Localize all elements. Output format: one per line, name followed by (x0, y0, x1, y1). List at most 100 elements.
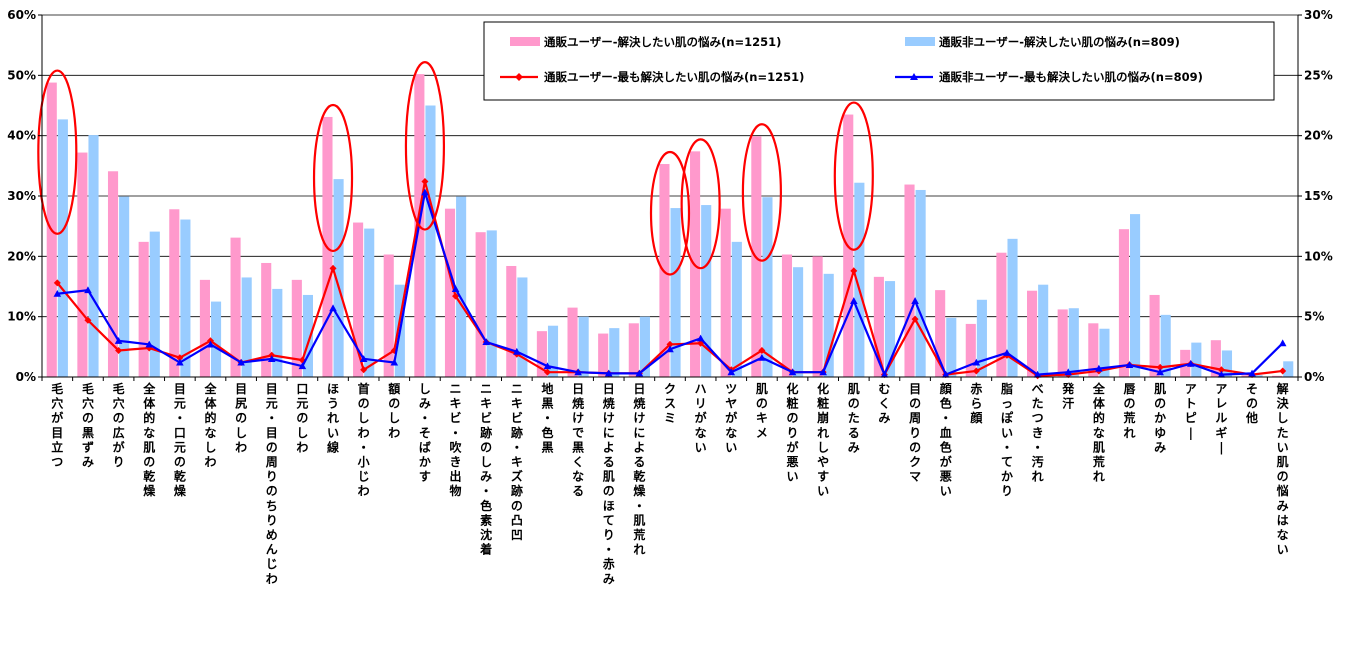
series-nonuser-top-point (1125, 361, 1134, 368)
legend-box (483, 21, 1275, 101)
bar-nonuser-all (119, 196, 130, 377)
lines (53, 178, 1287, 380)
category-label: 脂っぽい・てかり (1000, 381, 1014, 498)
bar-user-all (904, 184, 915, 377)
series-nonuser-top-point (482, 338, 490, 346)
y-right-tick-label: 10% (1304, 249, 1333, 263)
bar-user-all (261, 262, 272, 377)
legend-label: 通販ユーザー-最も解決したい肌の悩み(n=1251) (544, 70, 804, 84)
category-label: むくみ (878, 382, 890, 425)
highlight-circle (312, 103, 354, 253)
y-right-tick-label: 30% (1304, 8, 1333, 22)
bar-nonuser-all (302, 294, 313, 377)
series-nonuser-top-point (666, 345, 674, 353)
bar-nonuser-all (425, 105, 436, 377)
bar-nonuser-all (1191, 342, 1202, 377)
bar-user-all (230, 237, 241, 377)
category-label: 首のしわ・小じわ (358, 381, 370, 498)
bar-user-all (353, 222, 364, 377)
bar-nonuser-all (946, 317, 957, 377)
y-right-tick-label: 0% (1304, 370, 1324, 384)
bar-nonuser-all (701, 205, 712, 377)
bar-nonuser-all (1099, 328, 1110, 377)
series-nonuser-top-point (390, 358, 399, 366)
series-nonuser-top-point (1156, 368, 1164, 376)
bar-user-all (996, 252, 1007, 377)
series-user-top-point (543, 368, 551, 376)
category-label: 解決したい肌の悩みはない (1276, 381, 1290, 557)
bar-user-all (475, 232, 486, 377)
bar-user-all (107, 171, 119, 377)
y-left-tick-label: 40% (7, 129, 36, 143)
bar-user-all (812, 256, 823, 377)
series-nonuser-top-point (574, 368, 582, 376)
category-label: 毛穴が目立つ (51, 381, 63, 469)
bar-user-all (1272, 375, 1283, 377)
bar-nonuser-all (272, 288, 283, 377)
category-label: アレルギ| (1215, 382, 1227, 454)
series-nonuser-top-point (1095, 364, 1103, 372)
series-nonuser-top-point (114, 337, 123, 344)
series-user-top-point (84, 316, 92, 324)
series-user-top-point (421, 178, 429, 186)
series-nonuser-top-point (788, 368, 797, 376)
category-label: 顔色・血色が悪い (939, 381, 953, 498)
bar-user-all (169, 209, 180, 377)
bar-nonuser-all (915, 189, 926, 377)
y-axis-right: 0% 5% 10% 15% 20% 25% 30% (1298, 8, 1333, 384)
series-nonuser-top-point (850, 297, 858, 305)
bar-nonuser-all (1283, 361, 1294, 377)
legend-swatch (905, 37, 935, 46)
series-user-top-point (850, 267, 858, 275)
category-label: べたつき・汚れ (1032, 382, 1044, 484)
y-left-tick-label: 0% (16, 370, 36, 384)
category-label: しみ・そばかす (419, 382, 431, 484)
series-nonuser-top-point (298, 362, 307, 370)
series-nonuser-top-point (543, 362, 552, 370)
category-label: 日焼けで黒くなる (572, 382, 584, 498)
legend-marker (910, 73, 918, 80)
bar-nonuser-all (578, 316, 589, 377)
category-label: 肌のかゆみ (1153, 381, 1166, 454)
series-nonuser-top-point (84, 286, 92, 294)
category-label: 目尻のしわ (235, 382, 247, 454)
category-label: 唇の荒れ (1123, 382, 1137, 440)
series-nonuser-top-point (513, 347, 521, 355)
highlight-circle (833, 101, 874, 251)
y-right-tick-label: 5% (1304, 310, 1324, 324)
series-nonuser-top-point (911, 297, 919, 305)
series-user-top-point (53, 279, 61, 287)
highlight-circle (37, 69, 78, 235)
bar-nonuser-all (1252, 375, 1263, 377)
bar-user-all (873, 276, 884, 377)
bar-user-all (138, 241, 149, 377)
series-nonuser-top-point (359, 355, 368, 362)
bar-nonuser-all (639, 316, 650, 377)
bar-nonuser-all (180, 219, 191, 377)
category-label: 日焼けによる乾燥・肌荒れ (632, 382, 646, 557)
category-label: クスミ (664, 382, 676, 425)
bar-user-all (598, 333, 609, 377)
bar-nonuser-all (517, 277, 528, 377)
bar-nonuser-all (823, 273, 834, 377)
bar-nonuser-all (1007, 238, 1018, 377)
bar-user-all (1027, 290, 1038, 377)
series-nonuser-top-point (237, 358, 245, 366)
series-user-top-point (1279, 367, 1287, 375)
bar-nonuser-all (884, 281, 896, 377)
series-nonuser-top-point (329, 304, 337, 312)
series-nonuser-top-point (206, 340, 215, 348)
series-user-top-point (911, 315, 919, 323)
bar-nonuser-all (1130, 214, 1141, 377)
bar-nonuser-all (1068, 308, 1079, 377)
bars (46, 74, 1294, 378)
bar-user-all (291, 279, 302, 377)
series-nonuser-top-point (1186, 359, 1195, 367)
bar-user-all (965, 323, 976, 377)
y-right-tick-label: 20% (1304, 129, 1333, 143)
x-axis-categories: 毛穴が目立つ 毛穴の黒ずみ 毛穴の広がり 全体的な肌の乾燥 目元・口元の乾燥 全体的なしわ… (51, 381, 1289, 586)
y-right-tick-label: 25% (1304, 68, 1333, 82)
category-label: ニキビ跡・キズ跡の凸凹 (511, 382, 523, 542)
bar-nonuser-all (609, 328, 620, 377)
